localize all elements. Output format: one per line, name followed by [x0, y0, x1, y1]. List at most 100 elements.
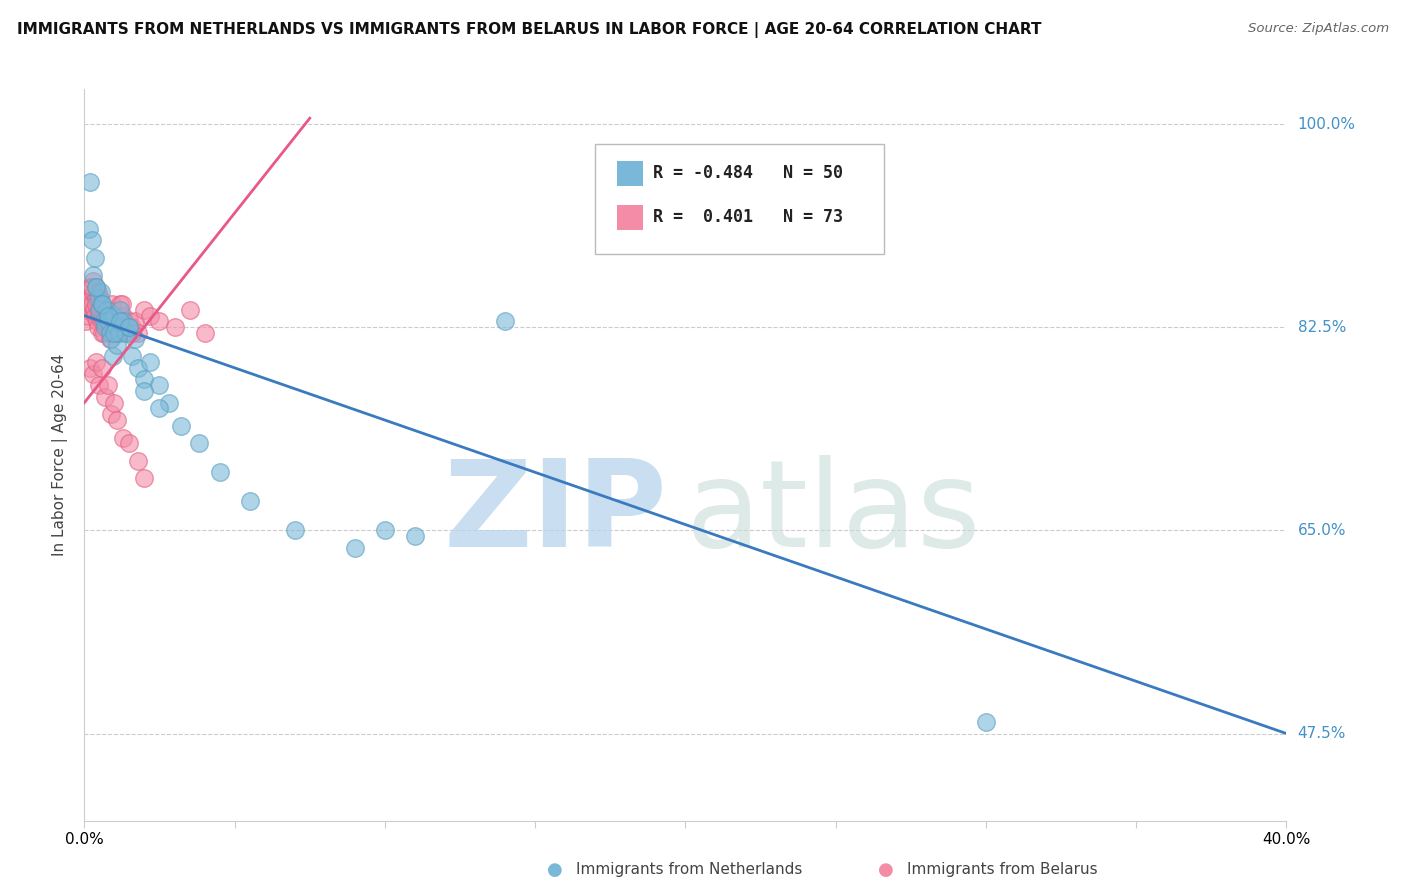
Text: Source: ZipAtlas.com: Source: ZipAtlas.com	[1249, 22, 1389, 36]
Point	[179, 302, 201, 317]
Point	[112, 430, 135, 444]
Point	[101, 309, 124, 323]
FancyBboxPatch shape	[617, 205, 644, 230]
Point	[121, 320, 143, 334]
Point	[76, 302, 98, 317]
Point	[121, 349, 143, 363]
Point	[94, 302, 117, 317]
Point	[107, 413, 129, 427]
Point	[404, 529, 426, 543]
Point	[343, 541, 366, 555]
Point	[110, 314, 132, 328]
Point	[82, 274, 104, 288]
Point	[80, 233, 103, 247]
Point	[127, 326, 149, 340]
Point	[97, 302, 120, 317]
Point	[104, 320, 127, 334]
Point	[115, 326, 138, 340]
Point	[139, 355, 162, 369]
Point	[127, 360, 149, 375]
Point	[118, 320, 141, 334]
Point	[112, 314, 135, 328]
Point	[82, 367, 104, 381]
Point	[90, 314, 112, 328]
Text: ●: ●	[547, 861, 564, 879]
Point	[86, 279, 108, 293]
Point	[77, 221, 100, 235]
Point	[87, 291, 110, 305]
Point	[83, 251, 105, 265]
Point	[86, 297, 108, 311]
Point	[93, 302, 115, 317]
Point	[239, 494, 262, 508]
Point	[98, 326, 121, 340]
Point	[103, 395, 125, 409]
Point	[148, 314, 170, 328]
Point	[87, 285, 110, 300]
Point	[104, 326, 127, 340]
Text: IMMIGRANTS FROM NETHERLANDS VS IMMIGRANTS FROM BELARUS IN LABOR FORCE | AGE 20-6: IMMIGRANTS FROM NETHERLANDS VS IMMIGRANT…	[17, 22, 1042, 38]
Point	[134, 384, 156, 398]
Point	[103, 314, 125, 328]
Text: atlas: atlas	[686, 455, 981, 572]
Point	[124, 314, 146, 328]
Text: 100.0%: 100.0%	[1298, 117, 1355, 131]
Point	[163, 320, 186, 334]
Point	[77, 291, 100, 305]
Point	[208, 466, 231, 480]
Point	[124, 332, 146, 346]
Point	[90, 285, 112, 300]
Point	[89, 302, 111, 317]
Point	[98, 332, 121, 346]
Point	[97, 314, 120, 328]
Point	[104, 320, 127, 334]
Text: Immigrants from Netherlands: Immigrants from Netherlands	[576, 863, 803, 877]
Point	[87, 302, 110, 317]
Point	[94, 390, 117, 404]
Point	[118, 436, 141, 450]
Point	[86, 279, 108, 293]
Point	[118, 314, 141, 328]
Point	[148, 401, 170, 416]
FancyBboxPatch shape	[595, 144, 884, 253]
Point	[974, 714, 997, 729]
FancyBboxPatch shape	[617, 161, 644, 186]
Point	[79, 360, 101, 375]
Point	[91, 360, 114, 375]
Text: Immigrants from Belarus: Immigrants from Belarus	[907, 863, 1098, 877]
Point	[89, 309, 111, 323]
Point	[97, 309, 120, 323]
Text: 65.0%: 65.0%	[1298, 523, 1346, 538]
Point	[80, 279, 103, 293]
Point	[96, 302, 118, 317]
Point	[100, 332, 122, 346]
Point	[115, 326, 138, 340]
Point	[107, 337, 129, 351]
Point	[83, 302, 105, 317]
Point	[91, 297, 114, 311]
Point	[86, 314, 108, 328]
Point	[127, 454, 149, 468]
Point	[79, 175, 101, 189]
Point	[134, 372, 156, 386]
Point	[79, 297, 101, 311]
Text: 47.5%: 47.5%	[1298, 726, 1346, 741]
Point	[194, 326, 217, 340]
Point	[93, 326, 115, 340]
Point	[84, 291, 107, 305]
Point	[90, 302, 112, 317]
Point	[77, 309, 100, 323]
Point	[97, 314, 120, 328]
Point	[187, 436, 209, 450]
Point	[108, 326, 131, 340]
Point	[89, 291, 111, 305]
Point	[83, 309, 105, 323]
Point	[94, 314, 117, 328]
Point	[82, 285, 104, 300]
Point	[87, 320, 110, 334]
Point	[100, 326, 122, 340]
Text: ●: ●	[877, 861, 894, 879]
Point	[75, 314, 97, 328]
Point	[98, 314, 121, 328]
Point	[107, 314, 129, 328]
